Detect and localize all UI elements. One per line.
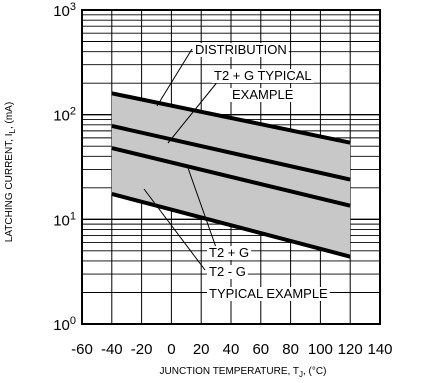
annot-distribution: DISTRIBUTION [195, 42, 287, 57]
series-line-3 [111, 146, 351, 208]
x-tick-label: -60 [71, 341, 93, 358]
x-tick-label: 0 [167, 341, 175, 358]
annot-t2g-typical-bg [212, 69, 314, 83]
leader-t2-minus-g [143, 188, 206, 271]
leader-t2g [187, 167, 219, 254]
series-layer [111, 91, 351, 259]
y-axis-title: LATCHING CURRENT, IL, (mA) [4, 102, 17, 242]
x-axis-title: JUNCTION TEMPERATURE, TJ, (°C) [160, 366, 327, 379]
y-tick-label: 103 [53, 1, 76, 20]
y-tick-labels: 100 101 102 103 [53, 1, 76, 334]
annot-t2-minus-g-bg [207, 265, 248, 279]
leader-distribution [156, 48, 193, 107]
x-tick-label: 20 [193, 341, 210, 358]
x-tick-label: 140 [367, 341, 392, 358]
y-tick-label: 102 [53, 106, 76, 125]
annot-typical-example: TYPICAL EXAMPLE [209, 286, 328, 301]
plot-frame [81, 9, 381, 325]
annot-example: EXAMPLE [232, 87, 294, 102]
annot-t2g-bg [207, 246, 252, 260]
annot-example-bg [230, 88, 296, 102]
y-tick-label: 101 [53, 210, 76, 229]
annotation-layer: DISTRIBUTION T2 + G TYPICAL EXAMPLE T2 + G T… [143, 42, 330, 301]
x-tick-label: 80 [282, 341, 299, 358]
x-tick-label: -20 [131, 341, 153, 358]
y-tick-label: 100 [53, 315, 76, 334]
x-tick-label: 100 [308, 341, 333, 358]
x-tick-label: -40 [101, 341, 123, 358]
leader-t2g-typical [167, 74, 224, 144]
x-tick-label: 120 [338, 341, 363, 358]
annot-t2-minus-g: T2 - G [209, 264, 246, 279]
annot-distribution-bg [193, 43, 289, 57]
series-line-1 [111, 91, 351, 145]
annot-t2g: T2 + G [209, 245, 249, 260]
annot-t2g-typical: T2 + G TYPICAL [214, 68, 312, 83]
x-tick-label: 60 [252, 341, 269, 358]
x-tick-label: 40 [223, 341, 240, 358]
x-tick-labels: -60 -40 -20 0 20 40 60 80 100 120 140 [71, 341, 392, 358]
series-line-2 [111, 124, 351, 182]
series-line-4 [111, 191, 351, 259]
annot-typical-example-bg [207, 287, 330, 301]
